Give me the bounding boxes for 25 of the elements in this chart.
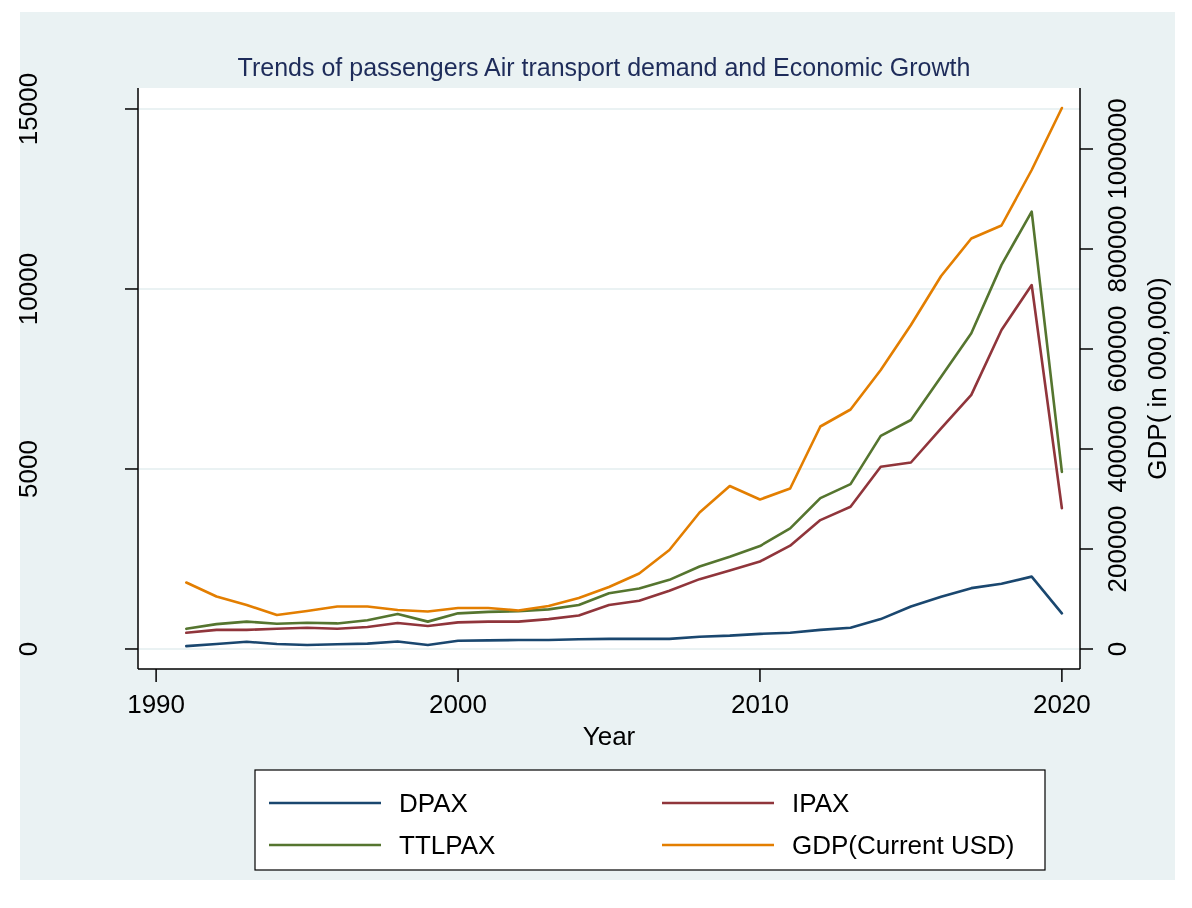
y-tick-label: 0 <box>13 641 43 657</box>
chart-title: Trends of passengers Air transport demand and Economic Growth <box>237 53 971 81</box>
x-tick-label: 2000 <box>429 689 487 719</box>
legend-label: GDP(Current USD) <box>792 830 1015 860</box>
y2-tick-label: 400000 <box>1102 405 1132 493</box>
y-tick-label: 10000 <box>13 252 43 326</box>
y2-tick-label: 200000 <box>1102 505 1132 593</box>
y2-tick-label: 600000 <box>1102 305 1132 393</box>
y-tick-label: 5000 <box>13 440 43 498</box>
legend-label: TTLPAX <box>399 830 496 860</box>
y2-tick-label: 0 <box>1102 641 1132 657</box>
line-series <box>185 106 1064 617</box>
x-tick-label: 2020 <box>1032 689 1091 719</box>
y2-tick-label: 1000000 <box>1102 98 1132 200</box>
y2-axis-title: GDP( in 000,000) <box>1142 277 1172 480</box>
line-series <box>185 575 1064 648</box>
y-tick-label: 15000 <box>13 72 43 146</box>
legend-label: IPAX <box>792 788 850 818</box>
x-axis-title: Year <box>582 721 636 751</box>
x-tick-label: 1990 <box>127 689 186 719</box>
line-series <box>185 210 1064 631</box>
line-series <box>185 283 1064 635</box>
legend-label: DPAX <box>399 788 468 818</box>
y2-tick-label: 800000 <box>1102 205 1132 293</box>
x-tick-label: 2010 <box>731 689 789 719</box>
